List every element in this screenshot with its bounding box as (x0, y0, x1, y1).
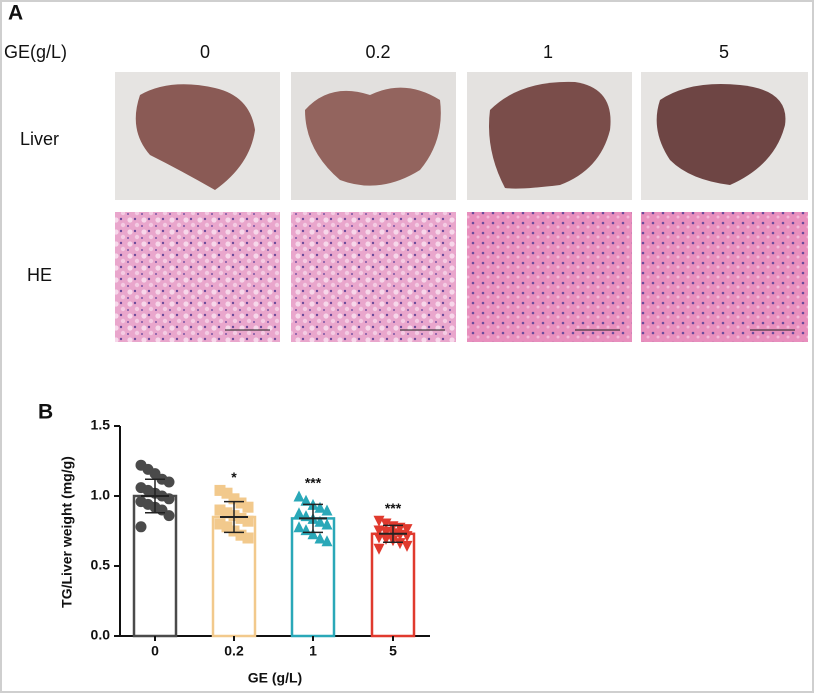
point (321, 504, 333, 516)
header-label: GE(g/L) (4, 42, 67, 62)
panel-label: B (38, 401, 53, 424)
point (321, 518, 333, 530)
y-axis-title: TG/Liver weight (mg/g) (59, 456, 75, 608)
point (401, 524, 413, 536)
point (293, 521, 305, 533)
point (242, 515, 254, 527)
point (401, 540, 413, 552)
x-axis-title: GE (g/L) (248, 670, 302, 686)
point (293, 490, 305, 502)
point (242, 501, 254, 513)
point (242, 532, 254, 544)
plot: 0.0 0.5 1.0 1.5 0 * 0.2 *** 1 *** 5 (91, 417, 430, 659)
he-images (115, 212, 808, 342)
significance: *** (305, 475, 322, 491)
point (373, 515, 385, 527)
point (135, 521, 147, 533)
point (235, 529, 247, 541)
x-tick-label: 1 (309, 643, 317, 659)
point (314, 515, 326, 527)
point (214, 484, 226, 496)
y-tick-label: 1.0 (91, 487, 111, 503)
point (321, 535, 333, 547)
point (221, 487, 233, 499)
point (293, 507, 305, 519)
column-label: 5 (719, 42, 729, 62)
x-tick-label: 5 (389, 643, 397, 659)
point (235, 497, 247, 509)
point (380, 518, 392, 530)
row-label: HE (27, 265, 52, 285)
y-tick-label: 0.5 (91, 557, 111, 573)
point (163, 493, 175, 505)
point (214, 504, 226, 516)
point (394, 538, 406, 550)
panel-label: A (8, 2, 23, 25)
point (221, 507, 233, 519)
significance: *** (385, 500, 402, 516)
column-label: 1 (543, 42, 553, 62)
significance: * (231, 469, 237, 485)
column-label: 0 (200, 42, 210, 62)
y-tick-label: 1.5 (91, 417, 111, 433)
row-label: Liver (20, 129, 59, 149)
point (235, 512, 247, 524)
y-tick-label: 0.0 (91, 627, 111, 643)
point (221, 521, 233, 533)
point (300, 494, 312, 506)
point (163, 510, 175, 522)
point (228, 493, 240, 505)
point (373, 543, 385, 555)
column-label: 0.2 (365, 42, 390, 62)
point (163, 476, 175, 488)
x-tick-label: 0 (151, 643, 159, 659)
point (314, 501, 326, 513)
point (314, 532, 326, 544)
x-tick-label: 0.2 (224, 643, 244, 659)
point (307, 528, 319, 540)
point (214, 518, 226, 530)
liver-photos (115, 72, 808, 200)
